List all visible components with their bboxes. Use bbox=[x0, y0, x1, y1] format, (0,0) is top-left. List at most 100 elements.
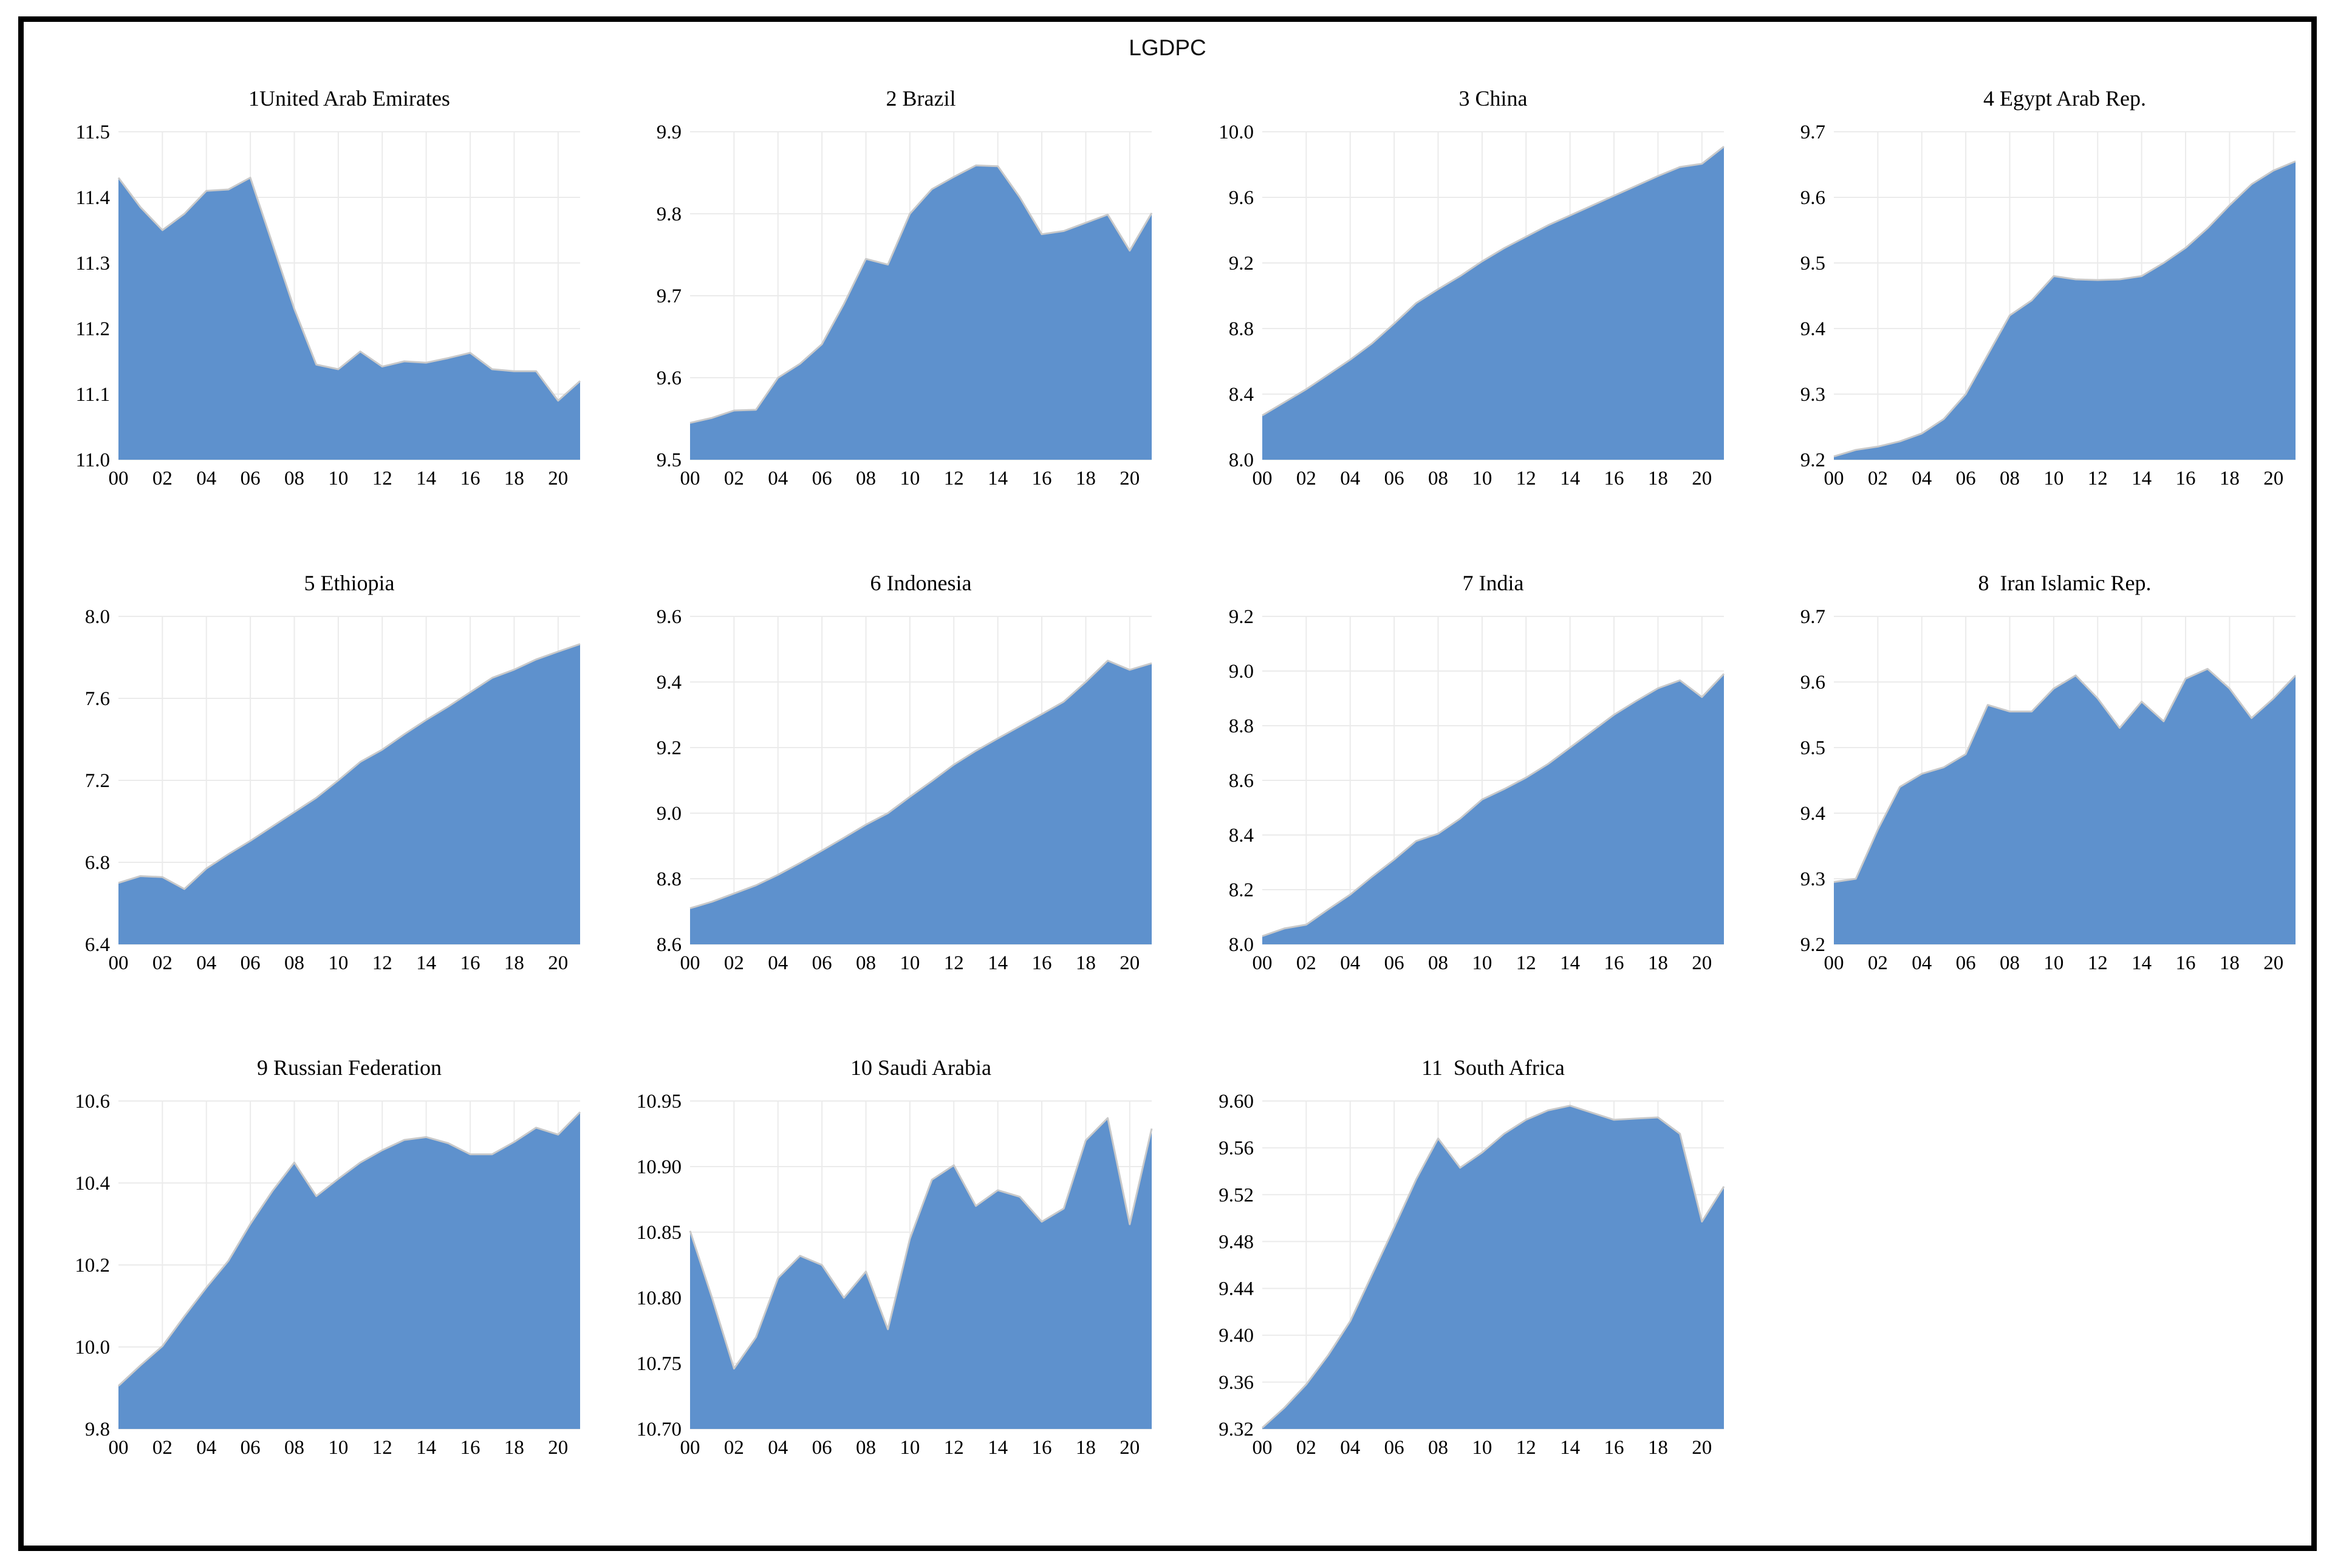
figure-header: LGDPC bbox=[24, 22, 2311, 74]
x-tick-label: 12 bbox=[372, 1437, 392, 1459]
x-tick-label: 16 bbox=[460, 468, 480, 489]
x-tick-label: 00 bbox=[680, 952, 700, 974]
chart-cell: 5 Ethiopia 8.0 7.6 7.2 6.8 6.4 00 02 04 06 08 10 12 1… bbox=[24, 559, 596, 1038]
y-tick-label: 9.2 bbox=[1800, 934, 1825, 956]
x-tick-label: 18 bbox=[1648, 952, 1668, 974]
x-tick-label: 00 bbox=[1824, 468, 1844, 489]
x-tick-label: 02 bbox=[724, 468, 744, 489]
chart-panel-1: 1United Arab Emirates 11.5 11.4 11.3 11.2 11.… bbox=[75, 86, 581, 489]
y-tick-label: 8.4 bbox=[1229, 825, 1254, 847]
y-tick-label: 9.5 bbox=[1800, 737, 1825, 759]
panel-title: 2 Brazil bbox=[886, 86, 956, 111]
area-top-edge bbox=[689, 164, 1153, 424]
y-tick-label: 8.6 bbox=[1229, 770, 1254, 792]
x-tick-label: 06 bbox=[1384, 1437, 1404, 1459]
area-top-edge bbox=[1261, 1105, 1725, 1429]
area-series bbox=[1262, 146, 1724, 460]
x-tick-label: 06 bbox=[812, 468, 832, 489]
x-tick-label: 18 bbox=[1076, 468, 1096, 489]
y-tick-label: 9.0 bbox=[1229, 661, 1254, 683]
x-tick-label: 12 bbox=[944, 468, 964, 489]
x-tick-label: 06 bbox=[1956, 468, 1976, 489]
x-tick-label: 16 bbox=[1604, 952, 1624, 974]
x-tick-label: 06 bbox=[812, 1437, 832, 1459]
area-series bbox=[1834, 161, 2296, 460]
x-tick-label: 02 bbox=[152, 1437, 173, 1459]
panel-title: 9 Russian Federation bbox=[257, 1055, 442, 1080]
x-tick-label: 20 bbox=[1120, 952, 1140, 974]
x-tick-label: 16 bbox=[1604, 1437, 1624, 1459]
area-top-edge bbox=[117, 1111, 581, 1387]
empty-cell bbox=[1740, 1043, 2312, 1523]
y-tick-label: 9.9 bbox=[657, 121, 682, 143]
x-tick-label: 16 bbox=[460, 1437, 480, 1459]
area-top-edge bbox=[689, 1117, 1153, 1370]
y-tick-label: 9.4 bbox=[1800, 318, 1825, 340]
area-series bbox=[690, 165, 1152, 460]
x-tick-label: 20 bbox=[1692, 1437, 1712, 1459]
x-tick-label: 18 bbox=[1648, 468, 1668, 489]
area-top-edge bbox=[118, 643, 581, 890]
x-tick-label: 08 bbox=[284, 1437, 304, 1459]
y-tick-label: 10.0 bbox=[75, 1337, 110, 1358]
area-top-edge bbox=[1834, 667, 2297, 883]
charts-grid: 1United Arab Emirates 11.5 11.4 11.3 11.2 11.… bbox=[24, 74, 2311, 1523]
x-tick-label: 14 bbox=[416, 952, 436, 974]
x-tick-label: 10 bbox=[328, 468, 348, 489]
x-tick-label: 10 bbox=[328, 1437, 348, 1459]
figure-frame: LGDPC 1United Arab Emirates 11.5 11.4 11.3 1… bbox=[18, 16, 2317, 1551]
chart-panel-5: 5 Ethiopia 8.0 7.6 7.2 6.8 6.400 02 04 06 08 10 12 1… bbox=[85, 571, 581, 974]
x-tick-label: 20 bbox=[1120, 1437, 1140, 1459]
x-tick-label: 00 bbox=[108, 952, 128, 974]
panel-title: 11 South Africa bbox=[1421, 1055, 1565, 1080]
x-tick-label: 18 bbox=[504, 952, 524, 974]
y-tick-label: 8.0 bbox=[1229, 934, 1254, 956]
x-tick-label: 00 bbox=[108, 1437, 128, 1459]
x-tick-label: 10 bbox=[1472, 468, 1492, 489]
x-tick-label: 14 bbox=[2132, 952, 2152, 974]
chart-cell: 7 India 9.2 9.0 8.8 8.6 8.4 8.2 8.0 00 02 04 06 08 10… bbox=[1168, 559, 1740, 1038]
y-tick-label: 9.2 bbox=[1229, 606, 1254, 628]
x-tick-label: 04 bbox=[196, 952, 216, 974]
x-tick-label: 04 bbox=[768, 1437, 788, 1459]
y-tick-label: 9.3 bbox=[1800, 868, 1825, 890]
y-tick-label: 6.8 bbox=[85, 852, 110, 874]
x-tick-label: 12 bbox=[1516, 952, 1536, 974]
y-tick-label: 8.4 bbox=[1229, 384, 1254, 406]
x-tick-label: 08 bbox=[856, 1437, 876, 1459]
panel-title: 5 Ethiopia bbox=[304, 571, 394, 595]
x-tick-label: 16 bbox=[460, 952, 480, 974]
x-tick-label: 06 bbox=[1384, 952, 1404, 974]
panel-title: 10 Saudi Arabia bbox=[850, 1055, 991, 1080]
x-tick-label: 16 bbox=[1604, 468, 1624, 489]
x-tick-label: 12 bbox=[372, 468, 392, 489]
y-tick-label: 10.2 bbox=[75, 1255, 110, 1277]
x-tick-label: 18 bbox=[1076, 952, 1096, 974]
x-tick-label: 02 bbox=[1296, 1437, 1316, 1459]
chart-cell: 11 South Africa 9.60 9.56 9.52 9.48 9.44 9.40 9… bbox=[1168, 1043, 1740, 1523]
x-tick-label: 00 bbox=[1824, 952, 1844, 974]
y-tick-label: 9.6 bbox=[1229, 187, 1254, 209]
panel-title: 4 Egypt Arab Rep. bbox=[1983, 86, 2146, 111]
y-tick-label: 9.60 bbox=[1219, 1091, 1254, 1113]
x-tick-label: 06 bbox=[1384, 468, 1404, 489]
x-tick-label: 14 bbox=[1560, 952, 1580, 974]
y-tick-label: 9.6 bbox=[1800, 672, 1825, 694]
x-tick-label: 02 bbox=[724, 1437, 744, 1459]
chart-cell: 9 Russian Federation 10.6 10.4 10.2 10.0 9.8 0… bbox=[24, 1043, 596, 1523]
x-tick-label: 00 bbox=[108, 468, 128, 489]
y-tick-label: 8.8 bbox=[1229, 318, 1254, 340]
x-tick-label: 06 bbox=[240, 1437, 260, 1459]
y-tick-label: 9.48 bbox=[1219, 1231, 1254, 1253]
chart-panel-2: 2 Brazil 9.9 9.8 9.7 9.6 9.500 02 04 06 08 10 12 14 1… bbox=[657, 86, 1153, 489]
x-tick-label: 18 bbox=[504, 468, 524, 489]
x-tick-label: 18 bbox=[2220, 952, 2240, 974]
y-tick-label: 9.4 bbox=[657, 672, 682, 694]
x-tick-label: 06 bbox=[240, 468, 260, 489]
x-tick-label: 14 bbox=[988, 1437, 1008, 1459]
x-tick-label: 04 bbox=[768, 952, 788, 974]
x-tick-label: 12 bbox=[944, 1437, 964, 1459]
x-tick-label: 04 bbox=[1912, 468, 1932, 489]
panel-title: 1United Arab Emirates bbox=[248, 86, 450, 111]
y-tick-label: 9.0 bbox=[657, 803, 682, 825]
